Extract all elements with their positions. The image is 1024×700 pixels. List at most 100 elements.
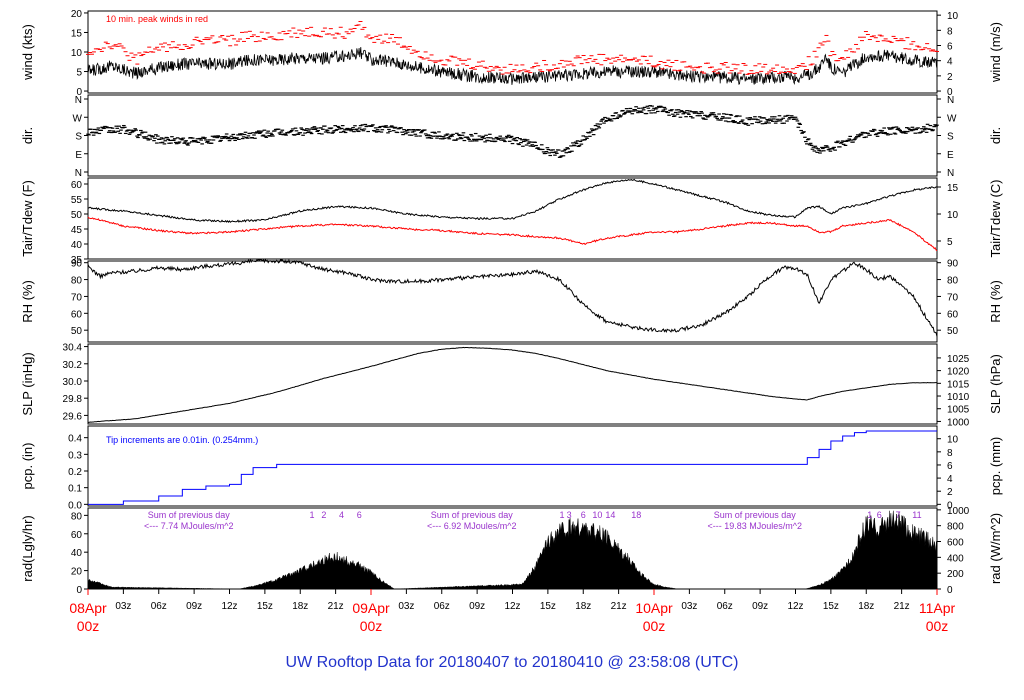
y-axis-title: wind (kts)	[20, 24, 35, 81]
y-tick-label-right: W	[947, 113, 957, 124]
radiation-marker: 1	[560, 510, 565, 520]
y-tick-label-right: 600	[947, 538, 964, 549]
y-tick-label: N	[75, 95, 82, 106]
y-tick-label: 30.4	[63, 343, 83, 354]
panel-frame	[87, 425, 938, 507]
radiation-sum-value: <--- 6.92 MJoules/m^2	[427, 521, 517, 531]
y-tick-label: 40	[71, 240, 83, 251]
y-tick-label: 80	[71, 511, 83, 522]
wind-annotation: 10 min. peak winds in red	[106, 14, 208, 24]
radiation-marker: 6	[357, 510, 362, 520]
y-tick-label: 70	[71, 292, 83, 303]
x-tick-label: 03z	[398, 601, 414, 612]
x-tick-label: 12z	[504, 601, 520, 612]
y-tick-label: 0.2	[68, 467, 82, 478]
y-tick-label-right: 8	[947, 26, 953, 37]
y-tick-label-right: 1020	[947, 367, 970, 378]
y-tick-label: 0.3	[68, 450, 82, 461]
x-date-hour-label: 00z	[77, 618, 100, 634]
radiation-marker: 3	[567, 510, 572, 520]
x-tick-label: 21z	[894, 601, 910, 612]
y-tick-label-right: 60	[947, 309, 959, 320]
y-tick-label-right: 2	[947, 487, 953, 498]
panel-rh: 50 60 70 80 90 50 60 70 80 90 RH (%) RH (%)	[20, 258, 1003, 343]
left-axis: 29.6 29.8 30.0 30.2 30.4	[63, 343, 88, 422]
panel-wind: 0 5 10 15 20 0 2 4 6 8 10 wind (kts) wind (m/s) 10 mi…	[20, 9, 1003, 98]
y-tick-label-right: 400	[947, 553, 964, 564]
panel-frame	[87, 343, 938, 425]
left-axis: 0.0 0.1 0.2 0.3 0.4	[68, 434, 88, 511]
y-tick-label: 15	[71, 28, 83, 39]
x-tick-label: 06z	[434, 601, 450, 612]
precip-annotation: Tip increments are 0.01in. (0.254mm.)	[106, 435, 258, 445]
y-tick-label-right: 0	[947, 87, 953, 98]
x-tick-label: 12z	[787, 601, 803, 612]
y-tick-label: 60	[71, 309, 83, 320]
y-axis-title-right: rad (W/m^2)	[988, 513, 1003, 584]
radiation-marker: 10	[592, 510, 602, 520]
y-tick-label: S	[75, 132, 82, 143]
y-tick-label-right: 5	[947, 237, 953, 248]
footer-title: UW Rooftop Data for 20180407 to 20180410…	[286, 654, 739, 671]
dewpoint-line	[87, 216, 938, 252]
y-tick-label-right: 1000	[947, 506, 970, 517]
right-axis: 0 2 4 6 8 10	[937, 435, 959, 511]
panel-frame	[87, 177, 938, 260]
y-tick-label-right: 1015	[947, 379, 970, 390]
left-axis: 35 40 45 50 55 60	[71, 180, 88, 266]
y-tick-label: 5	[76, 68, 82, 79]
x-date-label: 10Apr	[635, 600, 673, 616]
y-tick-label: 40	[71, 548, 83, 559]
y-axis-title-right: pcp. (mm)	[988, 437, 1003, 496]
y-tick-label: 0.0	[68, 500, 82, 511]
y-tick-label: 20	[71, 9, 83, 20]
y-tick-label: 35	[71, 255, 83, 266]
left-axis: 0 5 10 15 20	[71, 9, 88, 98]
y-tick-label-right: 800	[947, 522, 964, 533]
y-tick-label: 29.6	[63, 411, 83, 422]
radiation-marker: 11	[912, 510, 921, 520]
y-tick-label-right: 10	[947, 210, 959, 221]
y-tick-label-right: 1010	[947, 392, 970, 403]
radiation-sum-note: Sum of previous day<--- 7.74 MJoules/m^2	[144, 510, 234, 531]
x-tick-label: 09z	[469, 601, 485, 612]
radiation-sum-value: <--- 7.74 MJoules/m^2	[144, 521, 234, 531]
y-tick-label-right: 70	[947, 292, 959, 303]
y-tick-label-right: N	[947, 168, 954, 179]
y-tick-label-right: 80	[947, 276, 959, 287]
x-tick-label: 21z	[611, 601, 627, 612]
y-axis-title: dir.	[20, 127, 35, 144]
x-tick-label: 18z	[292, 601, 308, 612]
x-tick-label: 03z	[681, 601, 697, 612]
radiation-marker: 1	[310, 510, 315, 520]
y-tick-label-right: 15	[947, 183, 959, 194]
y-tick-label-right: 4	[947, 57, 953, 68]
y-tick-label-right: 10	[947, 11, 959, 22]
left-axis: 0 20 40 60 80	[71, 511, 88, 596]
radiation-sum-label: Sum of previous day	[148, 510, 231, 520]
y-tick-label: 60	[71, 530, 83, 541]
y-tick-label: E	[75, 150, 82, 161]
y-tick-label: 30.0	[63, 377, 83, 388]
radiation-marker: 7	[896, 510, 901, 520]
x-tick-label: 12z	[221, 601, 237, 612]
radiation-marker: 6	[581, 510, 586, 520]
x-tick-label: 15z	[257, 601, 273, 612]
y-tick-label-right: E	[947, 150, 954, 161]
y-tick-label: 29.8	[63, 394, 83, 405]
right-axis: 50 60 70 80 90	[937, 259, 959, 337]
x-date-label: 09Apr	[352, 600, 390, 616]
wind-peak-series	[86, 21, 939, 75]
y-tick-label-right: 90	[947, 259, 959, 270]
y-tick-label-right: 10	[947, 435, 959, 446]
x-tick-label: 21z	[328, 601, 344, 612]
y-tick-label-right: 8	[947, 448, 953, 459]
radiation-area	[87, 510, 938, 590]
y-tick-label: 50	[71, 326, 83, 337]
radiation-sum-note: Sum of previous day<--- 19.83 MJoules/m^…	[707, 510, 802, 531]
